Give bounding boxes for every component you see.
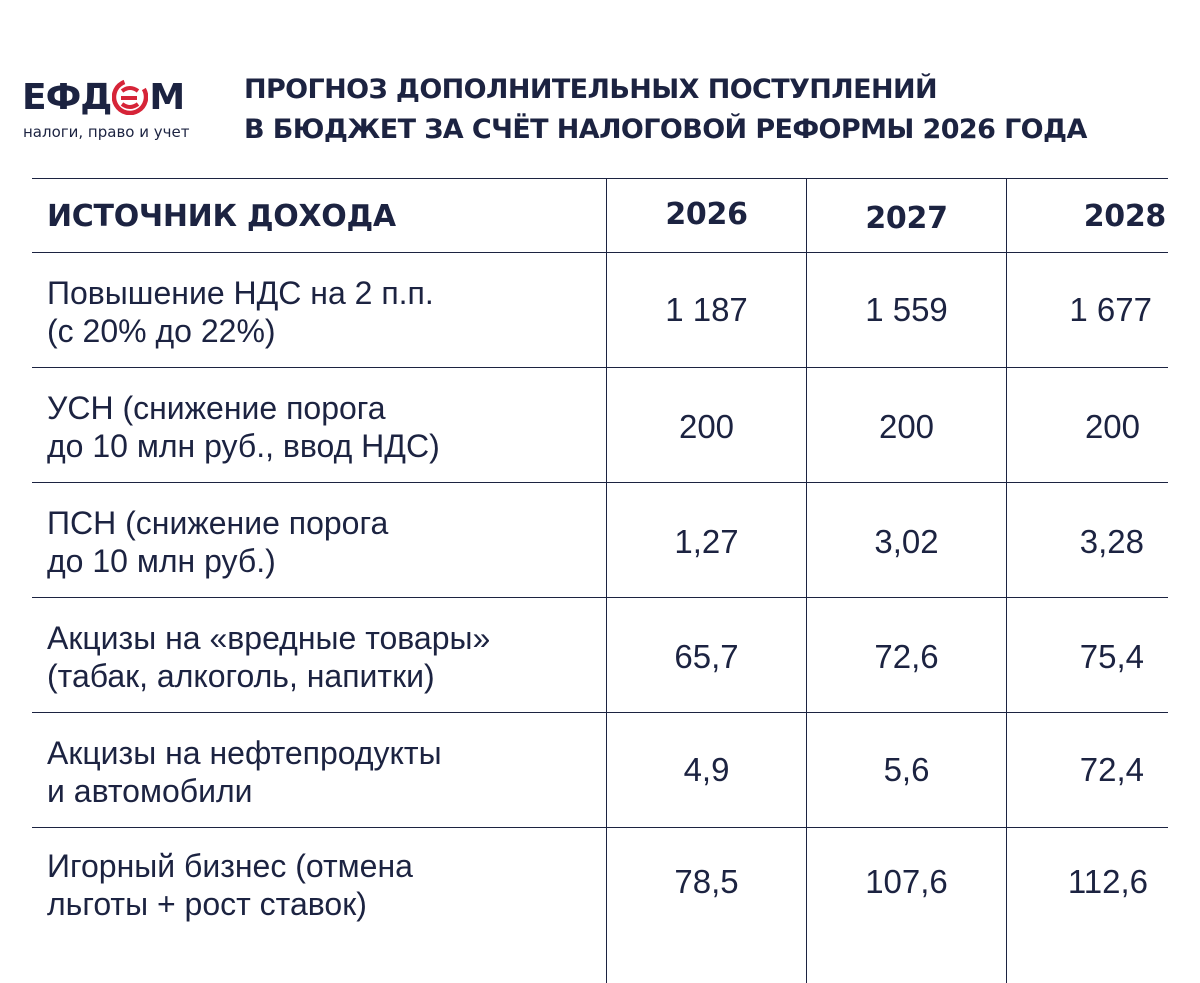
revenue-forecast-table: ИСТОЧНИК ДОХОДА 2026 2027 2028 Повышение… bbox=[32, 178, 1168, 983]
page-title: ПРОГНОЗ ДОПОЛНИТЕЛЬНЫХ ПОСТУПЛЕНИЙ В БЮД… bbox=[244, 70, 1194, 150]
row-label-line: ПСН (снижение порога bbox=[47, 505, 389, 541]
cell-usn-2028: 200 bbox=[1084, 408, 1140, 445]
row-label-line: (табак, алкоголь, напитки) bbox=[47, 658, 435, 694]
row-label-line: УСН (снижение порога bbox=[47, 390, 386, 426]
cell-vat-2026: 1 187 bbox=[665, 291, 748, 328]
title-line-1: ПРОГНОЗ ДОПОЛНИТЕЛЬНЫХ ПОСТУПЛЕНИЙ bbox=[244, 74, 938, 105]
logo-tagline: налоги, право и учет bbox=[23, 123, 190, 141]
table-row-divider bbox=[32, 712, 1168, 713]
column-header-2028: 2028 bbox=[1083, 198, 1167, 234]
table-border-top bbox=[32, 178, 1168, 179]
cell-psn-2028: 3,28 bbox=[1079, 523, 1144, 560]
cell-excise-harmful-2028: 75,4 bbox=[1079, 638, 1144, 675]
cell-vat-2028: 1 677 bbox=[1069, 291, 1152, 328]
table-col-divider bbox=[806, 178, 807, 983]
column-header-2026: 2026 bbox=[665, 196, 748, 232]
row-label-line: Акцизы на «вредные товары» bbox=[47, 620, 491, 656]
efd-logo-swirl-icon bbox=[112, 79, 149, 115]
row-label-vat: Повышение НДС на 2 п.п. (с 20% до 22%) bbox=[47, 274, 602, 350]
cell-vat-2027: 1 559 bbox=[865, 291, 948, 328]
cell-gambling-2028: 112,6 bbox=[1067, 863, 1148, 900]
row-label-line: Повышение НДС на 2 п.п. bbox=[47, 275, 434, 311]
row-label-line: до 10 млн руб., ввод НДС) bbox=[47, 428, 440, 464]
row-label-line: льготы + рост ставок) bbox=[47, 886, 367, 922]
page-header: ЕФД М налоги, право и учет ПРОГНОЗ ДОПОЛ… bbox=[0, 0, 1200, 160]
table-row-divider bbox=[32, 482, 1168, 483]
logo-word-right: М bbox=[149, 76, 185, 118]
cell-excise-fuel-2027: 5,6 bbox=[883, 751, 930, 788]
table-row-divider bbox=[32, 827, 1168, 828]
title-line-2: В БЮДЖЕТ ЗА СЧЁТ НАЛОГОВОЙ РЕФОРМЫ 2026 … bbox=[244, 114, 1087, 145]
cell-excise-fuel-2028: 72,4 bbox=[1079, 751, 1144, 788]
table-row-divider bbox=[32, 252, 1168, 253]
cell-psn-2026: 1,27 bbox=[674, 523, 739, 560]
row-label-excise-harmful: Акцизы на «вредные товары» (табак, алког… bbox=[47, 619, 602, 695]
row-label-line: Игорный бизнес (отмена bbox=[47, 848, 413, 884]
row-label-excise-fuel: Акцизы на нефтепродукты и автомобили bbox=[47, 734, 602, 810]
cell-usn-2027: 200 bbox=[878, 408, 935, 445]
cell-psn-2027: 3,02 bbox=[874, 523, 939, 560]
column-header-2027: 2027 bbox=[865, 200, 948, 236]
cell-excise-harmful-2027: 72,6 bbox=[874, 638, 939, 675]
row-label-line: до 10 млн руб.) bbox=[47, 543, 276, 579]
logo-wordmark: ЕФД М bbox=[22, 72, 185, 122]
table-col-divider bbox=[606, 178, 607, 983]
table-row-divider bbox=[32, 597, 1168, 598]
cell-excise-harmful-2026: 65,7 bbox=[674, 638, 739, 675]
cell-gambling-2026: 78,5 bbox=[674, 863, 739, 900]
row-label-line: и автомобили bbox=[47, 773, 253, 809]
cell-excise-fuel-2026: 4,9 bbox=[683, 751, 730, 788]
logo-word-left: ЕФД bbox=[22, 76, 112, 118]
efd-logo[interactable]: ЕФД М налоги, право и учет bbox=[22, 72, 222, 152]
row-label-line: (с 20% до 22%) bbox=[47, 313, 276, 349]
row-label-gambling: Игорный бизнес (отмена льготы + рост ста… bbox=[47, 847, 602, 923]
row-label-line: Акцизы на нефтепродукты bbox=[47, 735, 442, 771]
table-row-divider bbox=[32, 367, 1168, 368]
cell-usn-2026: 200 bbox=[678, 408, 735, 445]
column-header-source: ИСТОЧНИК ДОХОДА bbox=[47, 198, 396, 234]
row-label-psn: ПСН (снижение порога до 10 млн руб.) bbox=[47, 504, 602, 580]
table-col-divider bbox=[1006, 178, 1007, 983]
row-label-usn: УСН (снижение порога до 10 млн руб., вво… bbox=[47, 389, 602, 465]
cell-gambling-2027: 107,6 bbox=[865, 863, 948, 900]
